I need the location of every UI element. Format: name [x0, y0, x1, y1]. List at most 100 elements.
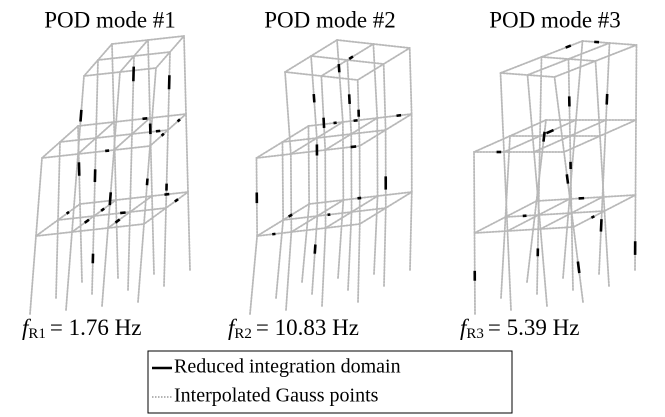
- element: [111, 39, 149, 45]
- element: [635, 44, 638, 121]
- element: [119, 55, 135, 73]
- element: [506, 230, 512, 311]
- reduced-domain-element: [545, 128, 555, 135]
- element: [282, 203, 311, 221]
- reduced-domain-element: [350, 145, 357, 149]
- reduced-domain-element: [108, 192, 113, 206]
- element: [284, 55, 312, 73]
- legend: Reduced integration domain Interpolated …: [147, 350, 513, 414]
- element: [131, 117, 151, 135]
- reduced-domain-element: [322, 117, 326, 129]
- reduced-domain-element: [565, 44, 572, 49]
- element: [358, 207, 387, 225]
- element: [321, 227, 327, 307]
- element: [504, 200, 538, 218]
- element: [163, 207, 167, 287]
- reduced-domain-element: [176, 118, 181, 123]
- element: [284, 71, 323, 77]
- element: [337, 199, 345, 279]
- element: [119, 67, 157, 73]
- reduced-domain-element: [396, 113, 402, 118]
- element: [603, 194, 637, 212]
- element: [167, 113, 187, 131]
- element: [187, 191, 191, 271]
- element: [77, 137, 97, 155]
- reduced-domain-element: [164, 192, 170, 196]
- element: [282, 215, 319, 221]
- element: [376, 113, 413, 119]
- reduced-domain-element: [337, 63, 341, 73]
- element: [95, 121, 115, 139]
- element: [255, 141, 284, 159]
- reduced-domain-element: [65, 210, 70, 215]
- panel-title: POD mode #2: [264, 7, 396, 32]
- element: [503, 151, 509, 232]
- element: [473, 216, 507, 234]
- element: [336, 39, 375, 45]
- element: [324, 211, 353, 229]
- element: [570, 196, 604, 214]
- element: [137, 223, 145, 303]
- element: [249, 235, 259, 315]
- element: [540, 40, 584, 58]
- element: [473, 230, 509, 234]
- element: [107, 223, 145, 229]
- element: [570, 212, 574, 291]
- element: [373, 195, 379, 275]
- element: [553, 60, 597, 78]
- element: [569, 135, 573, 214]
- symbol: f: [228, 315, 238, 340]
- reduced-domain-element: [565, 174, 570, 184]
- element: [301, 203, 311, 283]
- frequency-label: fR1 = 1.76 Hz: [22, 315, 141, 342]
- reduced-domain-element: [114, 218, 121, 224]
- element: [284, 71, 292, 155]
- element: [169, 35, 185, 53]
- element: [499, 72, 505, 153]
- element: [290, 215, 319, 233]
- element: [310, 55, 349, 61]
- element: [127, 211, 131, 291]
- element: [113, 71, 121, 151]
- element: [83, 71, 121, 77]
- element: [553, 76, 565, 153]
- element: [634, 119, 637, 196]
- element: [281, 137, 318, 143]
- element: [347, 211, 353, 291]
- element: [107, 149, 115, 229]
- element: [143, 207, 167, 225]
- reduced-domain-element: [312, 94, 316, 103]
- subscript: R1: [28, 326, 46, 342]
- element: [346, 59, 385, 65]
- element: [320, 75, 327, 151]
- element: [310, 39, 338, 57]
- element: [324, 223, 361, 229]
- element: [315, 133, 353, 139]
- element: [101, 227, 109, 307]
- element: [382, 63, 387, 131]
- element: [499, 72, 529, 76]
- element: [575, 40, 584, 121]
- element: [35, 219, 59, 237]
- element: [409, 191, 413, 271]
- panel-title: POD mode #3: [489, 7, 621, 32]
- frequency-label: fR2 = 10.83 Hz: [228, 315, 359, 342]
- element: [35, 231, 73, 237]
- reduced-domain-element: [120, 211, 126, 215]
- element: [572, 210, 606, 228]
- reduced-domain-element: [590, 215, 595, 219]
- element: [55, 219, 59, 299]
- element: [539, 212, 573, 230]
- element: [307, 121, 344, 127]
- value: = 1.76 Hz: [50, 315, 142, 340]
- element: [533, 151, 542, 230]
- element: [316, 211, 353, 217]
- element: [356, 63, 385, 81]
- element: [382, 47, 411, 65]
- element: [605, 42, 611, 121]
- element: [357, 223, 361, 303]
- legend-label: Interpolated Gauss points: [174, 385, 379, 407]
- element: [147, 39, 151, 119]
- reduced-domain-element: [83, 218, 90, 224]
